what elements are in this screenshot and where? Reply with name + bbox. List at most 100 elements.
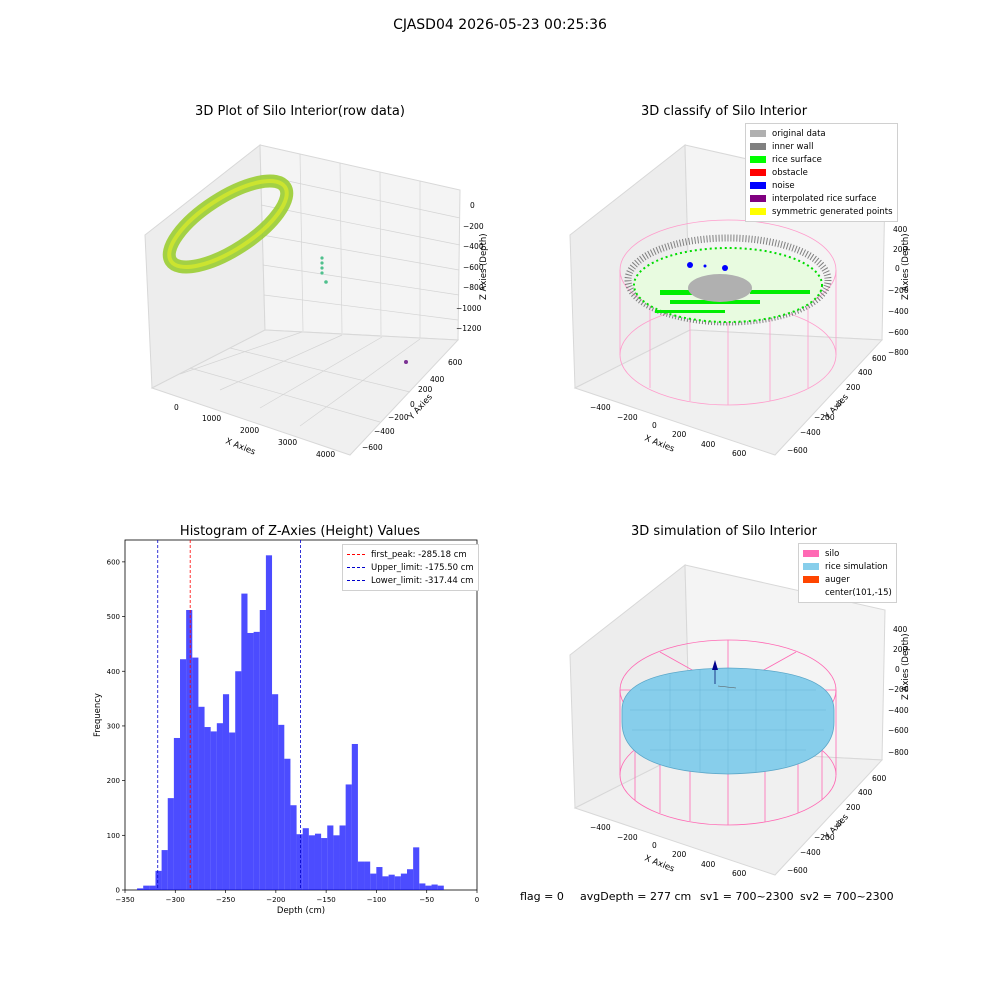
legend-original-data: original data <box>750 127 893 140</box>
hist-bar <box>321 838 328 890</box>
legend-first-peak: first_peak: -285.18 cm <box>347 548 474 561</box>
hist-bar <box>186 610 193 890</box>
x-tick-label: −100 <box>367 896 386 904</box>
hist-xticks: −350 −300 −250 −200 −150 −100 −50 0 <box>115 890 479 904</box>
histogram-chart: −350 −300 −250 −200 −150 −100 −50 0 0 100 200 300 4… <box>93 539 479 916</box>
legend-noise: noise <box>750 179 893 192</box>
plot2-original-data <box>688 274 752 302</box>
plot1-title: 3D Plot of Silo Interior(row data) <box>195 104 405 119</box>
hist-bar <box>400 873 408 890</box>
svg-text:0: 0 <box>652 421 657 430</box>
svg-text:400: 400 <box>701 860 716 869</box>
legend-label: interpolated rice surface <box>772 193 877 204</box>
svg-text:0: 0 <box>174 403 179 412</box>
hist-bar <box>204 727 211 890</box>
legend-label: center(101,-15) <box>825 587 892 598</box>
line-swatch <box>347 580 365 581</box>
hist-bar <box>357 861 365 890</box>
footer-sv2: sv2 = 700~2300 <box>800 890 894 903</box>
line-swatch <box>347 554 365 555</box>
svg-text:200: 200 <box>418 385 433 394</box>
svg-text:200: 200 <box>893 645 908 654</box>
hist-bar <box>235 671 242 890</box>
swatch <box>803 550 819 557</box>
svg-text:−600: −600 <box>787 446 808 455</box>
hist-bar <box>253 631 260 890</box>
svg-text:3000: 3000 <box>278 438 297 447</box>
legend-upper-limit: Upper_limit: -175.50 cm <box>347 561 474 574</box>
svg-text:600: 600 <box>872 354 887 363</box>
plot1-zticks: 0 −200 −400 −600 −800 −1000 −1200 <box>456 201 484 333</box>
svg-text:−200: −200 <box>814 413 835 422</box>
legend-label: noise <box>772 180 795 191</box>
svg-text:−1200: −1200 <box>456 324 482 333</box>
hist-bar <box>370 873 377 890</box>
svg-text:−200: −200 <box>888 685 909 694</box>
svg-text:0: 0 <box>837 819 842 828</box>
svg-text:−600: −600 <box>463 263 484 272</box>
plot2-floor-pane <box>573 329 884 456</box>
plot2-yticks: 600 400 200 0 −200 −400 −600 <box>787 354 887 455</box>
hist-title: Histogram of Z-Axies (Height) Values <box>179 524 421 539</box>
plot2-title: 3D classify of Silo Interior <box>640 104 808 119</box>
y-tick-label: 500 <box>107 613 120 621</box>
y-tick-label: 300 <box>107 722 120 730</box>
hist-bar <box>345 784 352 890</box>
svg-text:−800: −800 <box>888 348 909 357</box>
svg-text:200: 200 <box>893 245 908 254</box>
hist-bar <box>259 610 266 890</box>
legend-label: auger <box>825 574 850 585</box>
legend-rice-surface: rice surface <box>750 153 893 166</box>
svg-text:1000: 1000 <box>202 414 221 423</box>
legend-obstacle: obstacle <box>750 166 893 179</box>
plot4-xticks: −400 −200 0 200 400 600 <box>590 823 747 878</box>
hist-bar <box>364 861 371 890</box>
plot1-xlabel: X Axies <box>224 437 257 458</box>
svg-text:200: 200 <box>672 850 687 859</box>
legend-label: silo <box>825 548 840 559</box>
svg-text:−400: −400 <box>463 242 484 251</box>
legend-interpolated: interpolated rice surface <box>750 192 893 205</box>
svg-text:−800: −800 <box>888 748 909 757</box>
legend-label: Lower_limit: -317.44 cm <box>371 575 474 586</box>
plot2-zlabel: Z Axies (Depth) <box>901 233 911 300</box>
svg-text:−400: −400 <box>590 823 611 832</box>
svg-text:−200: −200 <box>463 222 484 231</box>
plot4-zticks: 400 200 0 −200 −400 −600 −800 <box>888 625 909 757</box>
x-tick-label: −250 <box>216 896 235 904</box>
svg-text:−600: −600 <box>888 328 909 337</box>
svg-text:−400: −400 <box>590 403 611 412</box>
hist-bar <box>394 876 401 890</box>
hist-bars <box>137 555 444 890</box>
legend-label: obstacle <box>772 167 808 178</box>
x-tick-label: 0 <box>475 896 479 904</box>
hist-bar <box>143 885 150 890</box>
hist-bar <box>173 737 181 890</box>
svg-text:−400: −400 <box>888 307 909 316</box>
hist-bar <box>376 867 383 890</box>
svg-text:−400: −400 <box>800 428 821 437</box>
plot4-yticks: 600 400 200 0 −200 −400 −600 <box>787 774 887 875</box>
legend-symmetric: symmetric generated points <box>750 205 893 218</box>
svg-text:−1000: −1000 <box>456 304 482 313</box>
hist-bar <box>339 825 346 890</box>
y-tick-label: 400 <box>107 668 120 676</box>
y-tick-label: 200 <box>107 777 120 785</box>
hist-bar <box>155 870 162 890</box>
hist-bar <box>296 834 303 890</box>
hist-bar <box>425 885 432 890</box>
svg-text:−600: −600 <box>362 443 383 452</box>
svg-text:600: 600 <box>732 449 747 458</box>
plot2-xticks: −400 −200 0 200 400 600 <box>590 403 747 458</box>
x-tick-label: −50 <box>419 896 434 904</box>
legend-label: rice simulation <box>825 561 888 572</box>
svg-text:−400: −400 <box>888 706 909 715</box>
hist-bar <box>284 758 291 890</box>
svg-text:600: 600 <box>448 358 463 367</box>
plot2-zticks: 400 200 0 −200 −400 −600 −800 <box>888 225 909 357</box>
x-tick-label: −150 <box>317 896 336 904</box>
plot1-floor-pane <box>150 329 460 456</box>
swatch <box>750 195 766 202</box>
hist-bar <box>314 833 322 890</box>
svg-text:400: 400 <box>858 368 873 377</box>
